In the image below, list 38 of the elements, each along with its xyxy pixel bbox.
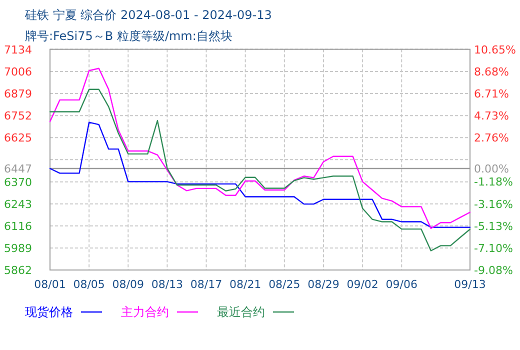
y2-tick-label: -5.13% <box>474 220 513 233</box>
x-tick-label: 08/25 <box>268 278 300 291</box>
legend-label: 现货价格 <box>25 305 73 319</box>
x-tick-label: 08/09 <box>112 278 144 291</box>
y2-tick-label: 8.68% <box>474 65 509 78</box>
y2-tick-label: 6.71% <box>474 87 509 100</box>
x-tick-label: 08/17 <box>190 278 222 291</box>
y-tick-label: 6116 <box>4 220 32 233</box>
legend-label: 主力合约 <box>121 305 169 319</box>
y-tick-label: 7006 <box>4 66 32 79</box>
subtitle: 牌号:FeSi75～B 粒度等级/mm:自然块 <box>25 29 232 43</box>
legend-label: 最近合约 <box>217 305 265 319</box>
x-tick-label: 08/13 <box>151 278 184 291</box>
y2-tick-label: -7.10% <box>474 242 513 255</box>
y-tick-label: 5862 <box>4 264 32 277</box>
x-tick-label: 09/13 <box>454 278 486 291</box>
ref-line-label: 6447 <box>4 162 32 176</box>
x-tick-label: 09/02 <box>346 278 378 291</box>
y2-tick-label: 10.65% <box>474 43 516 56</box>
y-tick-label: 6370 <box>4 176 32 189</box>
y-tick-label: 5989 <box>4 242 32 255</box>
x-tick-label: 09/06 <box>386 278 418 291</box>
title: 硅铁 宁夏 综合价 2024-08-01 - 2024-09-13 <box>25 8 272 22</box>
y2-tick-label: 2.76% <box>474 132 509 145</box>
y2-tick-label: -9.08% <box>474 264 513 277</box>
x-tick-label: 08/05 <box>73 278 105 291</box>
y-tick-label: 6625 <box>4 132 32 145</box>
y-tick-label: 6879 <box>4 88 32 101</box>
y2-tick-label: 0.00% <box>474 162 509 176</box>
x-tick-label: 08/01 <box>34 278 66 291</box>
x-tick-label: 08/21 <box>229 278 262 291</box>
y2-tick-label: 4.73% <box>474 110 509 123</box>
y2-tick-label: -3.16% <box>474 198 513 211</box>
y-tick-label: 7134 <box>4 43 32 56</box>
y-tick-label: 6752 <box>4 110 32 123</box>
y-tick-label: 6243 <box>4 198 32 211</box>
x-tick-label: 08/29 <box>308 278 340 291</box>
y2-tick-label: -1.18% <box>474 176 513 189</box>
